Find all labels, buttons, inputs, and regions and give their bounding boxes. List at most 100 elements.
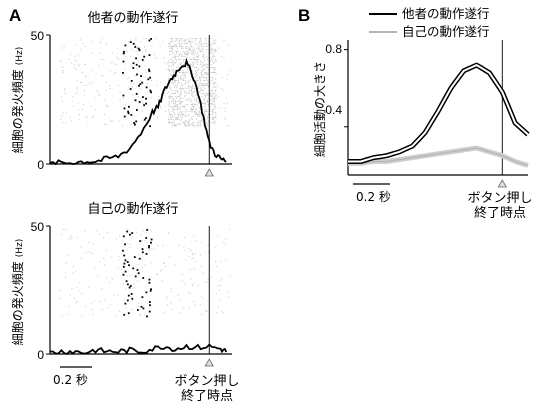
raster-spike-dim (165, 110, 166, 112)
raster-spike-dense (185, 120, 187, 122)
raster-spike-dim (213, 54, 214, 56)
raster-spike-dense (183, 50, 185, 52)
raster-spike-dense (214, 59, 216, 60)
raster-spike-dense (180, 114, 182, 115)
raster-spike-dim (130, 83, 132, 85)
raster-spike-dim (219, 280, 221, 282)
raster-spike-dim (106, 81, 107, 83)
raster-spike-dim (121, 272, 123, 274)
raster-spike-dim (70, 235, 72, 237)
raster-spike-dim (140, 41, 141, 43)
raster-spike-dense (208, 73, 210, 75)
raster-spike-dense (168, 86, 170, 88)
raster-spike-dim (77, 102, 79, 104)
raster-spike-dense (168, 78, 170, 80)
raster-spike-dense (202, 120, 204, 122)
raster-spike-dim (103, 264, 105, 266)
raster-spike-dense (184, 59, 186, 60)
raster-spike-dense (200, 63, 202, 65)
raster-spike-dense (184, 73, 186, 75)
y-axis-label: 細胞の発火頻度 (Hz) (10, 239, 25, 346)
raster-spike-dim (99, 233, 101, 235)
raster-spike-dim (224, 243, 226, 245)
raster-spike-dense (187, 65, 189, 67)
raster-spike-dim (188, 307, 190, 309)
raster-spike-dense (196, 59, 198, 60)
raster-spike-cue (125, 280, 128, 283)
raster-spike-dim (110, 70, 112, 72)
raster-spike-dim (167, 304, 169, 306)
raster-spike-dense (199, 112, 201, 114)
raster-spike-cue (128, 264, 130, 267)
raster-spike-dense (206, 44, 208, 46)
raster-spike-dense (172, 46, 174, 48)
raster-spike-dense (179, 94, 181, 96)
raster-spike-dim (104, 299, 106, 301)
raster-spike-cue (127, 312, 130, 315)
raster-spike-dense (199, 78, 201, 80)
raster-spike-cue (127, 294, 130, 297)
raster-spike-dim (222, 39, 224, 41)
raster-spike-dim (144, 65, 146, 67)
raster-plot (60, 229, 231, 318)
raster-spike-dim (92, 243, 94, 245)
raster-spike-dim (130, 55, 132, 57)
raster-spike-dim (90, 81, 92, 83)
raster-spike-dim (110, 304, 112, 306)
raster-spike-cue (134, 46, 137, 48)
raster-spike-dense (192, 122, 194, 124)
raster-spike-dense (180, 42, 182, 44)
raster-spike-dim (165, 265, 167, 267)
raster-spike-dense (173, 73, 175, 75)
raster-spike-dense (183, 123, 185, 125)
raster-spike-cue (141, 59, 144, 61)
raster-spike-dense (179, 76, 181, 78)
raster-spike-dense (213, 81, 215, 83)
raster-spike-dense (171, 47, 173, 49)
raster-spike-dense (179, 102, 181, 104)
raster-spike-dim (192, 285, 194, 287)
raster-spike-dim (106, 123, 108, 125)
raster-spike-dim (103, 237, 105, 238)
raster-spike-dim (215, 261, 217, 263)
raster-spike-dim (190, 278, 192, 280)
raster-spike-dense (181, 83, 183, 85)
raster-spike-dense (192, 109, 193, 111)
raster-spike-dim (182, 110, 184, 112)
y-axis-unit: (Hz) (15, 47, 25, 66)
raster-spike-dense (174, 102, 176, 104)
raster-spike-dense (184, 105, 186, 107)
raster-spike-dense (198, 54, 200, 56)
raster-spike-cue (150, 241, 152, 244)
raster-spike-cue (148, 39, 151, 42)
raster-spike-dense (187, 68, 188, 70)
raster-spike-dim (99, 52, 101, 54)
raster-spike-cue (143, 104, 145, 107)
raster-spike-dense (207, 57, 209, 59)
legend-label-self: 自己の動作遂行 (402, 24, 490, 39)
chart-b-mean-activity: 他者の動作遂行 自己の動作遂行 0.8 0.4 細胞活動の大きさ 0.2 秒 ボ… (313, 6, 533, 221)
raster-spike-dim (64, 93, 66, 94)
raster-spike-dim (145, 72, 147, 73)
raster-spike-dense (215, 68, 216, 70)
raster-spike-cue (126, 230, 129, 233)
raster-spike-dense (174, 104, 176, 106)
raster-spike-dense (184, 55, 186, 57)
raster-spike-dim (192, 254, 194, 256)
raster-spike-cue (129, 233, 131, 236)
raster-spike-dim (87, 125, 89, 127)
raster-spike-dense (173, 78, 175, 80)
raster-spike-dim (61, 315, 63, 317)
raster-spike-dense (189, 120, 190, 122)
raster-spike-dim (196, 101, 198, 103)
raster-spike-dim (194, 261, 196, 263)
raster-spike-dim (137, 305, 139, 307)
raster-spike-dim (203, 46, 205, 48)
raster-spike-dim (84, 89, 86, 91)
raster-spike-dense (170, 73, 172, 75)
raster-spike-dense (215, 122, 217, 124)
raster-spike-dense (200, 120, 202, 122)
raster-spike-dim (132, 309, 134, 311)
raster-spike-dense (195, 99, 197, 101)
raster-spike-dense (211, 118, 213, 120)
